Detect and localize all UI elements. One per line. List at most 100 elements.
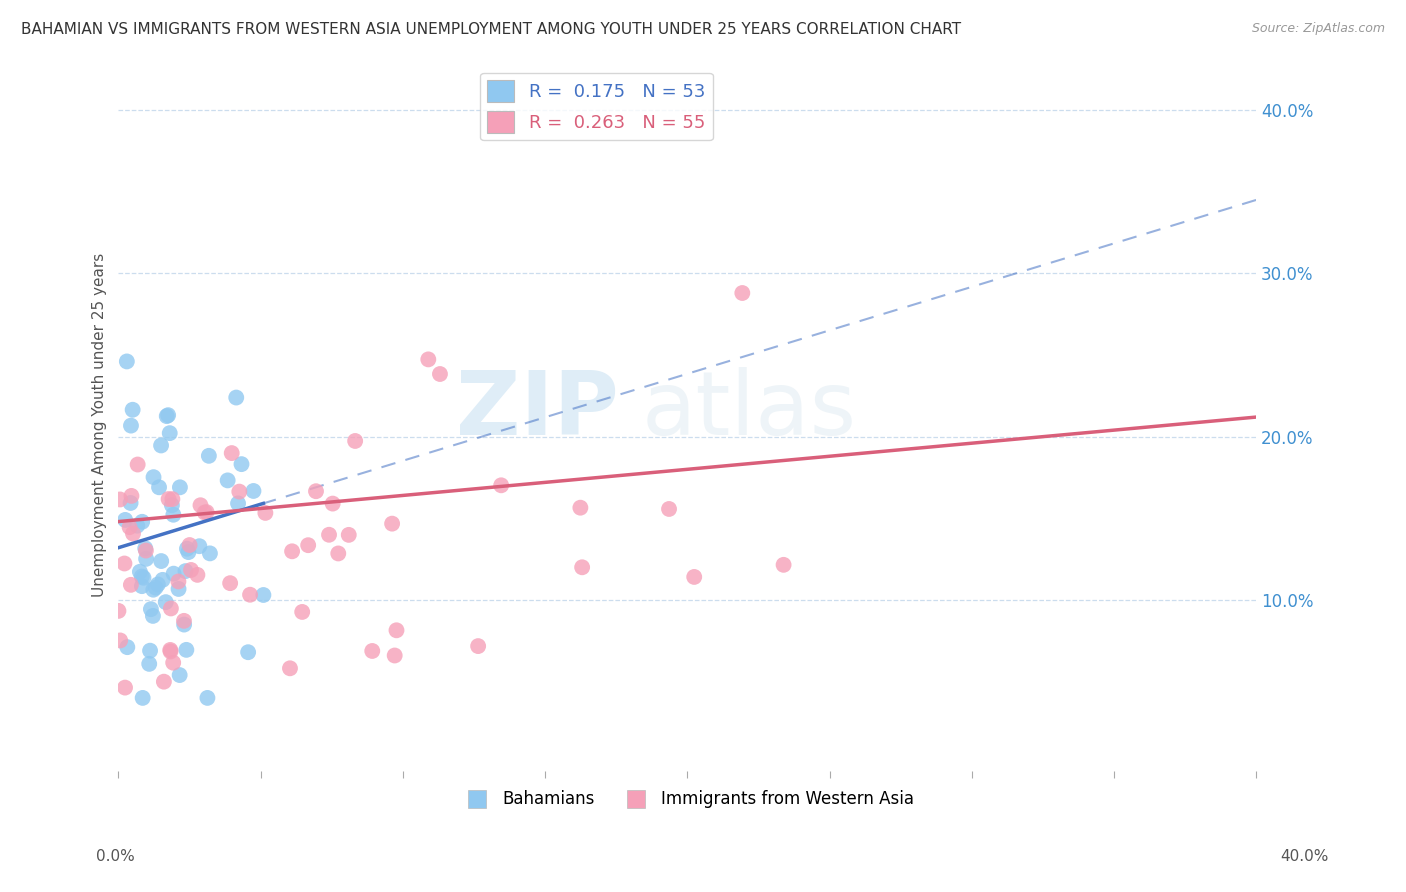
Point — [118, 520, 141, 534]
Point — [186, 567, 208, 582]
Point — [114, 513, 136, 527]
Point — [429, 367, 451, 381]
Point — [173, 614, 195, 628]
Point — [658, 502, 681, 516]
Point — [291, 605, 314, 619]
Point — [231, 457, 253, 471]
Point — [138, 657, 160, 671]
Point — [139, 602, 162, 616]
Point — [381, 516, 404, 531]
Point — [305, 484, 328, 499]
Point — [160, 498, 183, 512]
Point — [361, 644, 384, 658]
Point — [135, 552, 157, 566]
Point — [120, 578, 142, 592]
Point — [142, 608, 165, 623]
Point — [159, 643, 181, 657]
Point — [159, 644, 181, 658]
Point — [122, 526, 145, 541]
Y-axis label: Unemployment Among Youth under 25 years: Unemployment Among Youth under 25 years — [93, 252, 107, 597]
Point — [139, 643, 162, 657]
Point — [195, 505, 218, 519]
Point — [121, 402, 143, 417]
Point — [145, 581, 167, 595]
Point — [197, 690, 219, 705]
Point — [108, 492, 131, 507]
Point — [173, 617, 195, 632]
Point — [569, 500, 592, 515]
Point — [162, 656, 184, 670]
Text: 40.0%: 40.0% — [1281, 849, 1329, 864]
Point — [115, 354, 138, 368]
Point — [117, 640, 139, 655]
Point — [418, 352, 440, 367]
Point — [318, 528, 340, 542]
Text: 0.0%: 0.0% — [96, 849, 135, 864]
Point — [108, 633, 131, 648]
Point — [176, 643, 198, 657]
Point — [148, 480, 170, 494]
Point — [127, 518, 149, 533]
Point — [278, 661, 301, 675]
Point — [169, 668, 191, 682]
Point — [242, 483, 264, 498]
Point — [180, 563, 202, 577]
Point — [114, 557, 136, 571]
Point — [177, 545, 200, 559]
Point — [114, 681, 136, 695]
Point — [683, 570, 706, 584]
Point — [571, 560, 593, 574]
Point — [155, 595, 177, 609]
Point — [120, 489, 142, 503]
Point — [489, 478, 512, 492]
Point — [190, 498, 212, 512]
Point — [254, 506, 277, 520]
Point — [153, 674, 176, 689]
Point — [142, 582, 165, 597]
Point — [198, 449, 221, 463]
Point — [179, 538, 201, 552]
Point — [162, 492, 184, 507]
Point — [217, 474, 239, 488]
Point — [159, 426, 181, 441]
Point — [157, 408, 180, 422]
Point — [127, 458, 149, 472]
Point — [188, 539, 211, 553]
Point — [146, 577, 169, 591]
Point — [467, 639, 489, 653]
Point — [174, 564, 197, 578]
Legend: Bahamians, Immigrants from Western Asia: Bahamians, Immigrants from Western Asia — [454, 784, 921, 815]
Point — [384, 648, 406, 663]
Point — [162, 566, 184, 581]
Point — [176, 541, 198, 556]
Point — [167, 582, 190, 596]
Point — [132, 571, 155, 585]
Text: BAHAMIAN VS IMMIGRANTS FROM WESTERN ASIA UNEMPLOYMENT AMONG YOUTH UNDER 25 YEARS: BAHAMIAN VS IMMIGRANTS FROM WESTERN ASIA… — [21, 22, 962, 37]
Point — [225, 391, 247, 405]
Point — [236, 645, 259, 659]
Point — [731, 285, 754, 300]
Point — [131, 690, 153, 705]
Point — [131, 569, 153, 583]
Point — [219, 576, 242, 591]
Point — [142, 470, 165, 484]
Point — [344, 434, 367, 448]
Point — [129, 565, 152, 579]
Point — [150, 438, 173, 452]
Point — [162, 508, 184, 522]
Point — [772, 558, 794, 572]
Point — [152, 573, 174, 587]
Text: atlas: atlas — [643, 367, 858, 454]
Text: Source: ZipAtlas.com: Source: ZipAtlas.com — [1251, 22, 1385, 36]
Point — [322, 497, 344, 511]
Point — [150, 554, 173, 568]
Point — [131, 515, 153, 529]
Point — [385, 624, 408, 638]
Point — [194, 506, 217, 520]
Point — [131, 579, 153, 593]
Point — [120, 418, 142, 433]
Point — [134, 541, 156, 556]
Point — [328, 546, 350, 560]
Point — [198, 546, 221, 560]
Point — [135, 543, 157, 558]
